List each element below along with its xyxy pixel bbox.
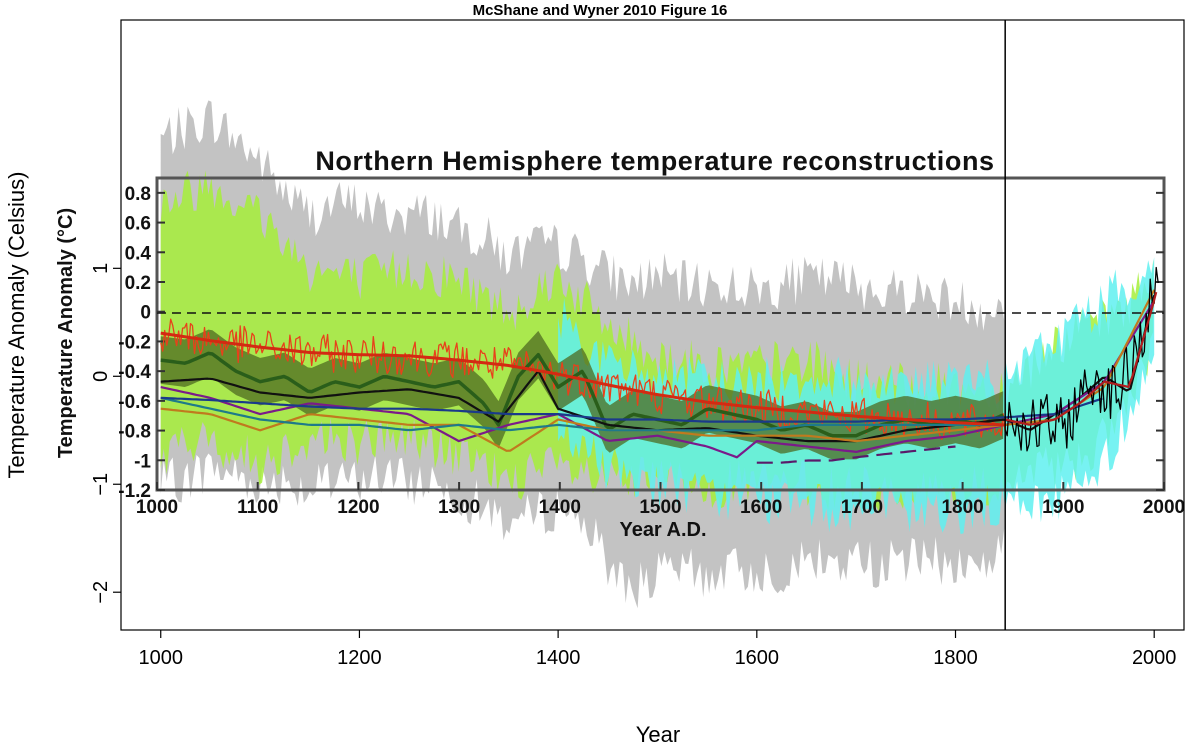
inner-y-tick-label: 0.2 xyxy=(125,273,151,294)
y-tick-label: −2 xyxy=(90,581,112,604)
series-line-11 xyxy=(1004,266,1159,452)
series-line-9 xyxy=(160,396,1103,423)
inner-y-tick-label: 0.4 xyxy=(125,243,152,264)
inner-y-tick-label: -0.4 xyxy=(118,362,151,383)
inner-x-tick-label: 1000 xyxy=(136,497,178,518)
inner-x-tick-label: 1100 xyxy=(237,497,278,518)
x-tick-label: 1400 xyxy=(536,647,581,669)
x-tick-label: 2000 xyxy=(1132,647,1177,669)
inner-x-tick-label: 1700 xyxy=(841,497,883,518)
series-line-8 xyxy=(160,396,1004,432)
x-tick-label: 1200 xyxy=(337,647,382,669)
inner-chart-title: Northern Hemisphere temperature reconstr… xyxy=(315,146,994,176)
y-axis-label: Temperature Anomaly (Celsius) xyxy=(4,172,29,479)
inner-y-tick-label: -0.2 xyxy=(118,332,151,353)
inner-y-tick-label: -1.2 xyxy=(118,481,151,502)
inner-x-tick-label: 1900 xyxy=(1042,497,1084,518)
inner-y-tick-label: 0 xyxy=(140,303,151,324)
inner-y-axis-label: Temperature Anomaly (°C) xyxy=(55,208,77,458)
y-tick-label: 0 xyxy=(90,371,112,382)
series-lines xyxy=(160,266,1159,464)
series-line-10 xyxy=(756,445,956,464)
series-line-4 xyxy=(160,351,1004,438)
series-line-6 xyxy=(160,300,1156,459)
inner-x-tick-label: 1400 xyxy=(539,497,581,518)
x-tick-label: 1600 xyxy=(735,647,780,669)
inner-y-tick-label: -0.6 xyxy=(118,392,151,413)
inner-x-tick-label: 1800 xyxy=(941,497,983,518)
x-axis-label: Year xyxy=(636,722,680,747)
inner-figure: 0.8 0.6 0.4 0.2 0 -0.2 -0.4 -0.6 -0.8 -1 -1.2 1000… xyxy=(55,146,1185,541)
y-tick-label: 1 xyxy=(90,263,112,274)
inner-y-tick-label: -1 xyxy=(134,451,151,472)
chart-title: McShane and Wyner 2010 Figure 16 xyxy=(473,2,728,19)
inner-x-tick-label: 1300 xyxy=(438,497,480,518)
x-tick-label: 1800 xyxy=(933,647,978,669)
inner-y-tick-label: -0.8 xyxy=(118,422,151,443)
inner-x-axis-label: Year A.D. xyxy=(619,519,706,541)
series-line-3 xyxy=(160,318,1006,440)
series-line-12 xyxy=(1004,291,1158,426)
inner-x-tick-label: 1500 xyxy=(639,497,681,518)
inner-x-tick-label: 1200 xyxy=(337,497,379,518)
inner-y-tick-label: 0.6 xyxy=(125,214,151,235)
inner-x-tick-label: 1600 xyxy=(740,497,782,518)
x-tick-label: 1000 xyxy=(138,647,183,669)
inner-x-tick-label: 2000 xyxy=(1143,497,1185,518)
red-trend-line xyxy=(160,331,1006,427)
outer-plot-frame xyxy=(120,19,1185,631)
inner-y-tick-label: 0.8 xyxy=(125,184,151,205)
y-tick-label: −1 xyxy=(90,473,112,496)
